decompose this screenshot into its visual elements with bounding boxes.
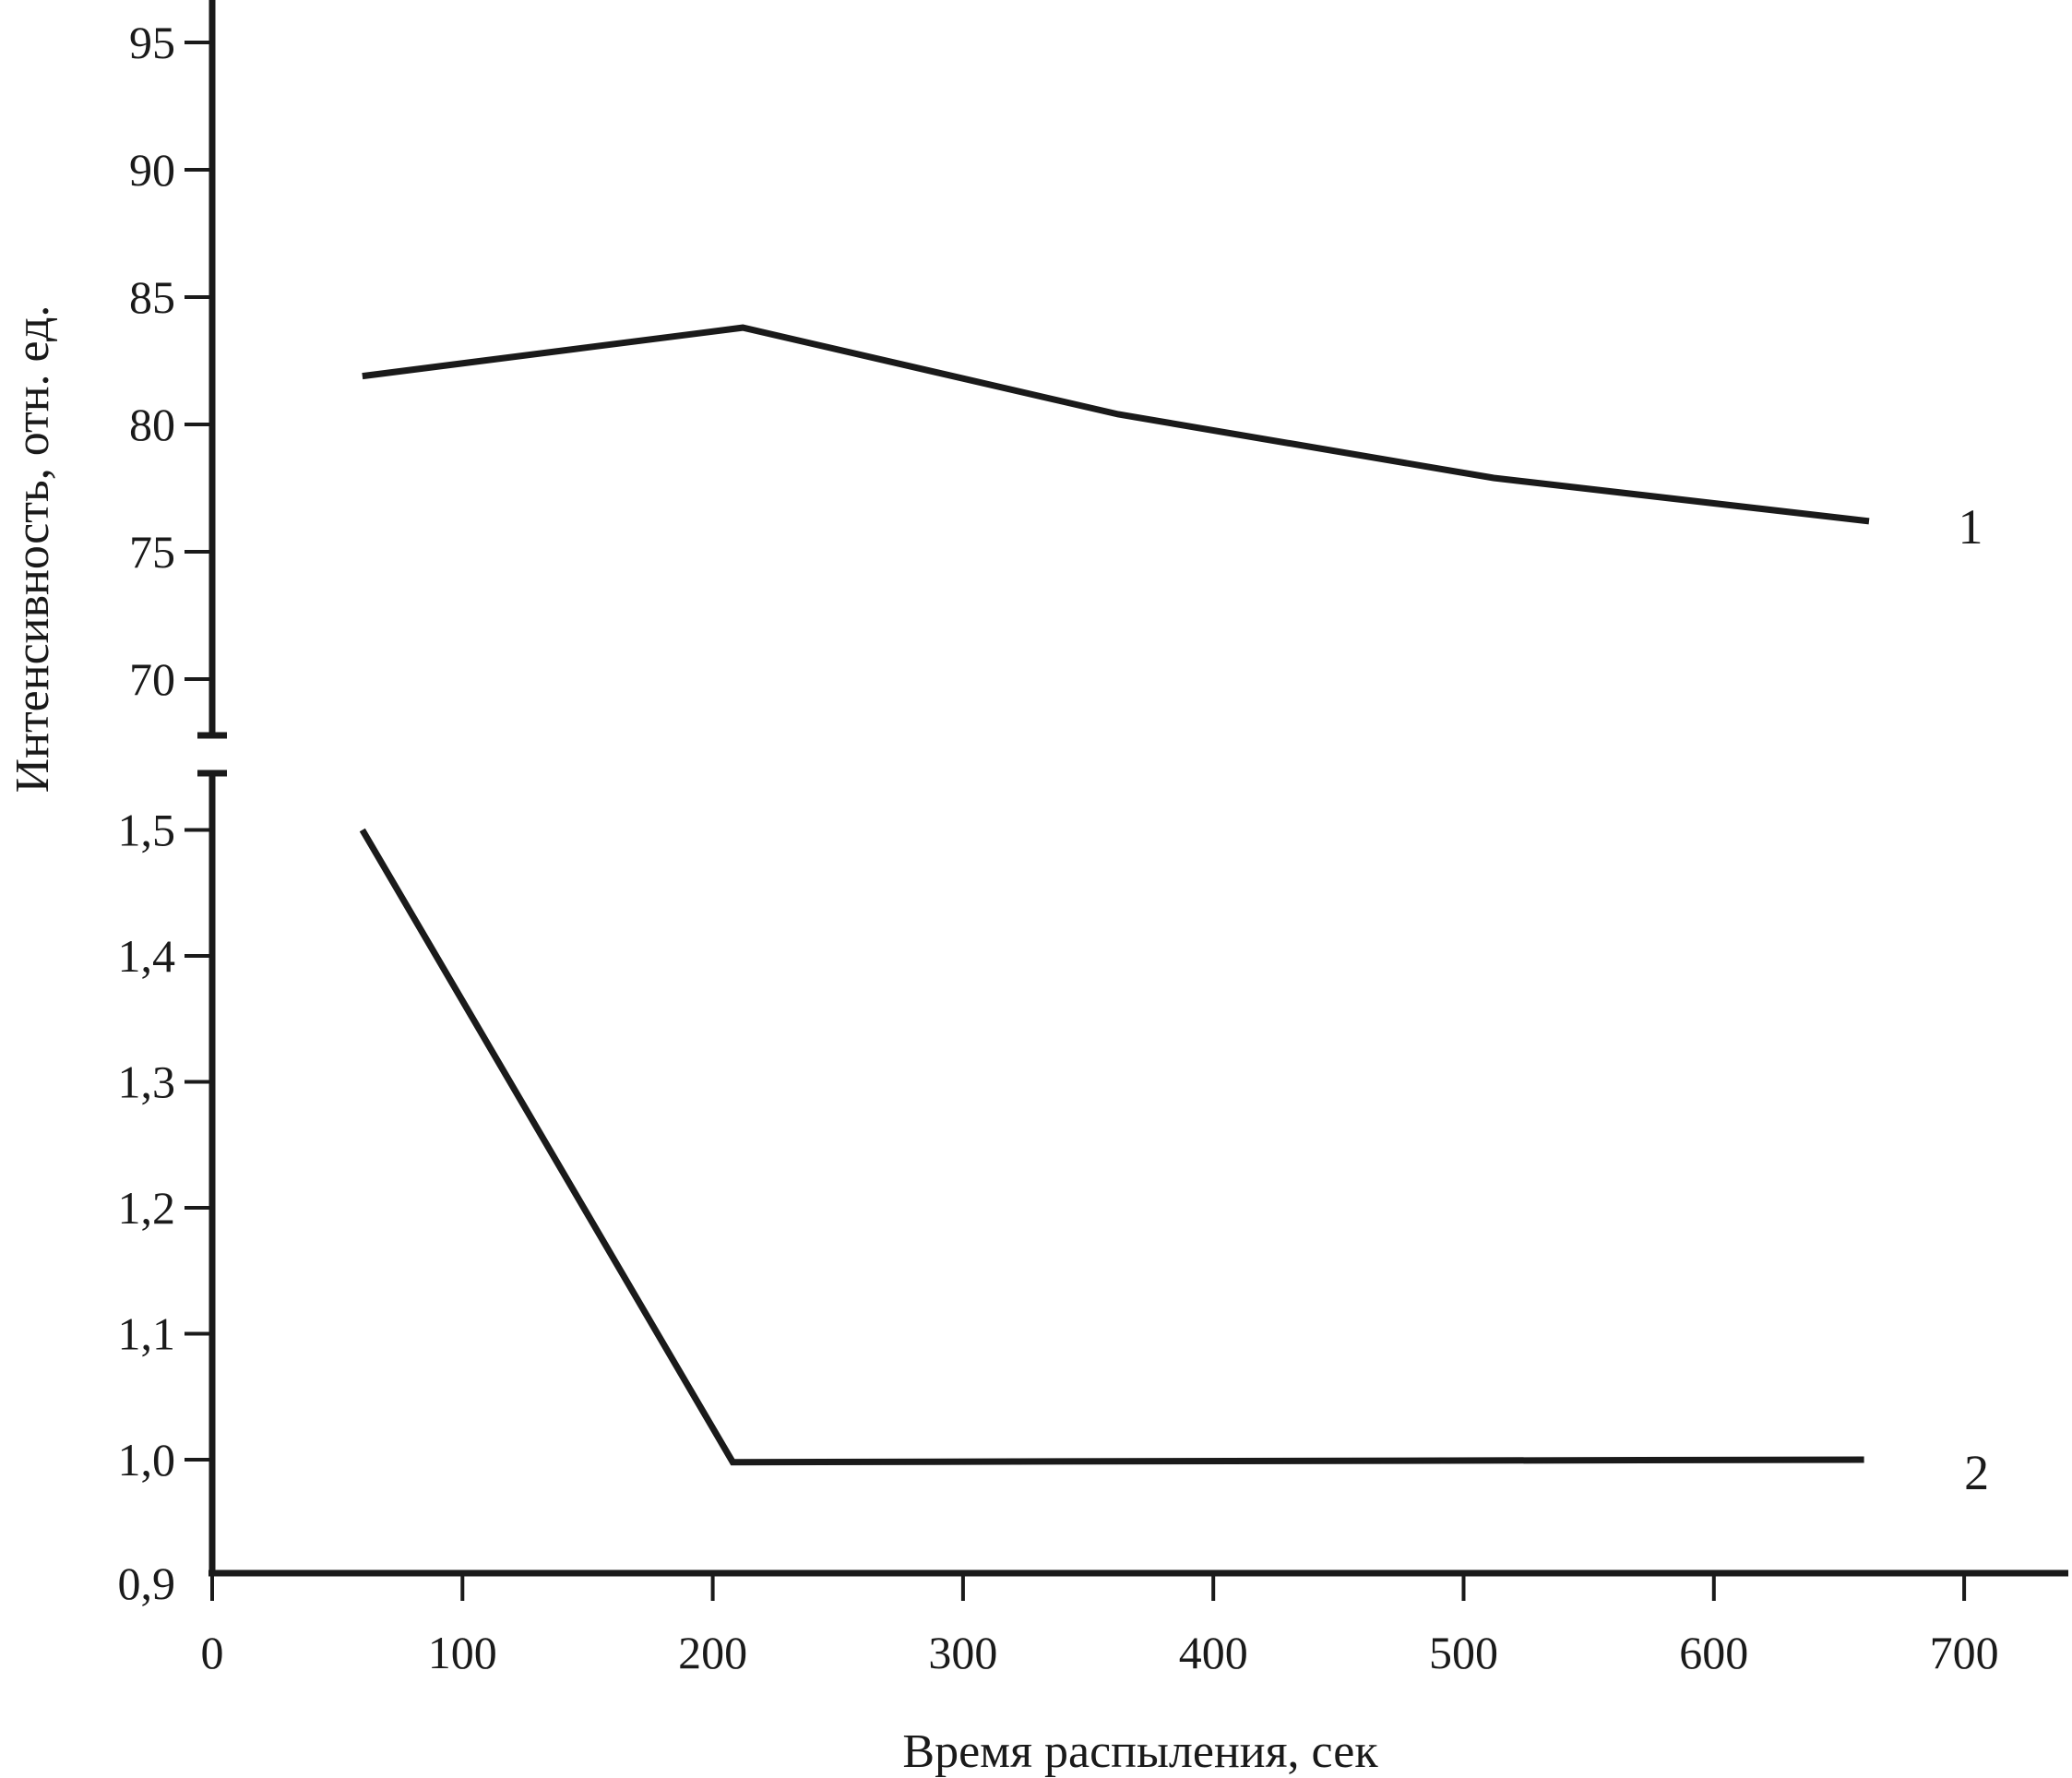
- y-upper-tick-label: 95: [129, 17, 175, 68]
- y-upper-tick-label: 70: [129, 653, 175, 705]
- x-tick-label: 500: [1429, 1627, 1498, 1678]
- y-lower-tick-label: 1,2: [118, 1182, 176, 1234]
- x-tick-label: 100: [428, 1627, 497, 1678]
- x-axis-title: Время распыления, сек: [902, 1725, 1378, 1778]
- y-lower-tick-label: 1,3: [118, 1056, 176, 1108]
- labels-group: 70 75 80 85 90 95 0,9 1,0 1,1 1,2 1,3 1,4 1,5 0 100 200…: [6, 17, 1999, 1778]
- y-upper-tick-label: 75: [129, 526, 175, 578]
- series-1-line: [362, 324, 1870, 525]
- series-2-label: 2: [1964, 1445, 1989, 1500]
- x-tick-label: 300: [928, 1627, 997, 1678]
- x-tick-label: 0: [201, 1627, 224, 1678]
- x-tick-label: 400: [1179, 1627, 1248, 1678]
- series-1-label: 1: [1959, 499, 1983, 555]
- y-lower-tick-label: 1,4: [118, 930, 176, 982]
- x-tick-label: 600: [1679, 1627, 1748, 1678]
- y-lower-tick-label: 1,0: [118, 1434, 176, 1486]
- y-upper-tick-label: 85: [129, 271, 175, 323]
- x-tick-label: 200: [678, 1627, 747, 1678]
- y-lower-tick-label: 1,5: [118, 805, 176, 856]
- y-lower-tick-label: 0,9: [118, 1557, 176, 1609]
- axes: [185, 0, 2068, 1601]
- series-group: [359, 324, 1870, 1466]
- y-lower-tick-label: 1,1: [118, 1308, 176, 1360]
- y-axis-title: Интенсивность, отн. ед.: [6, 305, 59, 794]
- x-tick-label: 700: [1930, 1627, 1999, 1678]
- y-upper-tick-label: 90: [129, 144, 175, 196]
- series-2-line: [359, 828, 1864, 1466]
- y-upper-tick-label: 80: [129, 399, 175, 450]
